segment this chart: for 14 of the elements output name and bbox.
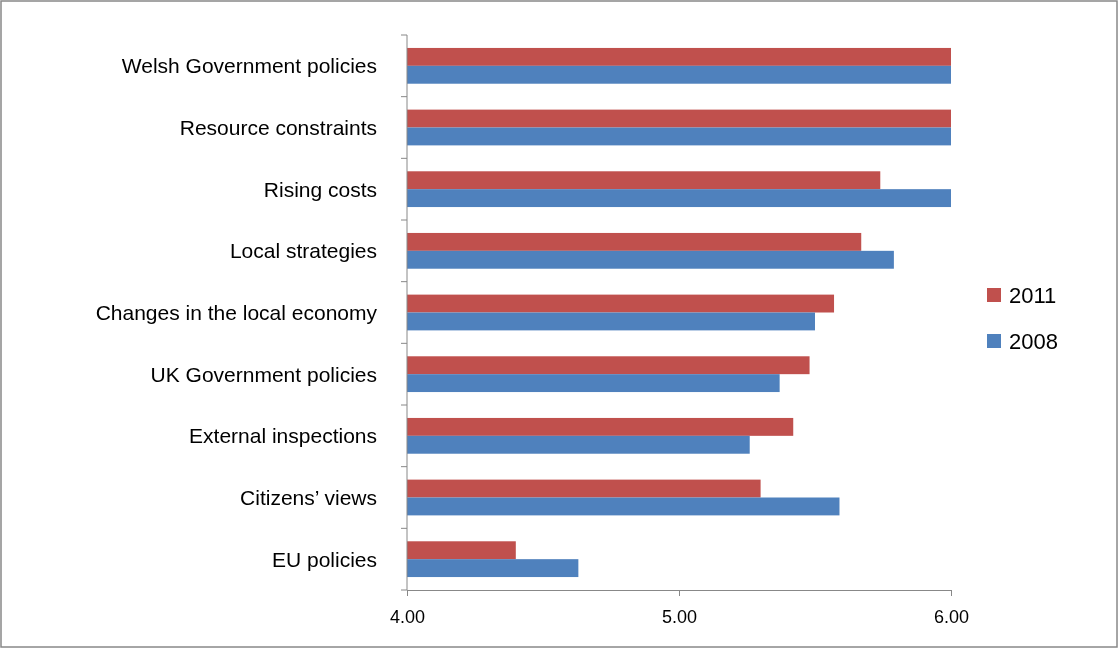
x-tick-label: 5.00 xyxy=(661,606,698,627)
y-tick-label: EU policies xyxy=(271,547,377,571)
x-tick-label: 6.00 xyxy=(933,606,970,627)
legend-label: 2008 xyxy=(1009,328,1058,354)
y-tick-label: Citizens’ views xyxy=(240,485,377,509)
y-tick-label: Rising costs xyxy=(263,177,377,201)
y-tick-label: Local strategies xyxy=(229,239,377,263)
y-tick-label: Welsh Government policies xyxy=(121,54,377,78)
legend-label: 2011 xyxy=(1009,282,1057,308)
y-tick-label: External inspections xyxy=(189,424,377,448)
y-tick-label: Changes in the local economy xyxy=(95,300,378,324)
y-tick-label: Resource constraints xyxy=(179,115,377,139)
x-tick-label: 4.00 xyxy=(389,606,426,627)
y-tick-label: UK Government policies xyxy=(150,362,377,386)
